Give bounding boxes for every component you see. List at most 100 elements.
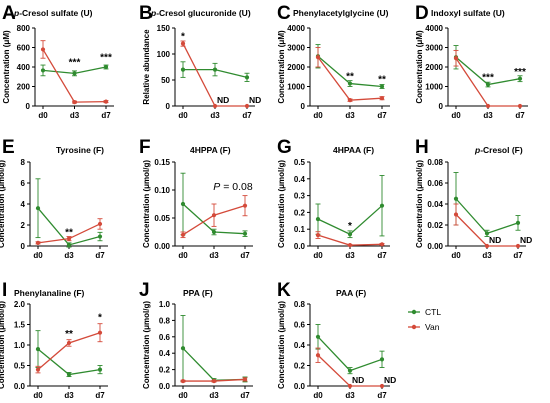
point-ctl-a: [103, 64, 109, 70]
y-tick-label-g: 0.0: [294, 242, 306, 251]
y-tick-label-k: 0.2: [294, 362, 306, 371]
y-tick-label-h: 0.08: [427, 158, 443, 167]
point-ctl-h: [484, 231, 490, 236]
y-axis-label-i: Concentration (μmol/g): [0, 301, 6, 389]
significance-i: *: [98, 312, 102, 323]
x-tick-label-j: d0: [178, 391, 188, 400]
y-tick-label-d: 3000: [425, 44, 443, 53]
point-ctl-g: [315, 217, 321, 222]
x-tick-label-b: d3: [210, 111, 220, 120]
x-tick-label-j: d3: [209, 391, 219, 400]
point-ctl-b: [212, 67, 218, 72]
series-line-ctl-h: [455, 198, 519, 235]
x-tick-label-i: d7: [95, 391, 105, 400]
y-tick-label-e: 6: [21, 179, 26, 188]
point-van-b: [180, 41, 186, 46]
y-tick-label-d: 4000: [425, 24, 443, 33]
y-tick-label-j: 0.0: [159, 382, 171, 391]
point-van-j: [180, 378, 186, 384]
panel-c: C Phenylacetylglycine (U) 0 1000 2000 3000 400…: [277, 3, 390, 120]
point-van-k: [347, 383, 353, 389]
point-van-f: [180, 232, 186, 237]
point-ctl-e: [97, 234, 103, 239]
point-ctl-e: [66, 242, 72, 248]
panel-j: J PPA (F) 0.0 0.2 0.4 0.6 0.8 1.0 d0 d3 d7 Concentr…: [139, 280, 253, 400]
y-tick-label-h: 0.02: [427, 221, 443, 230]
x-tick-label-i: d0: [33, 391, 43, 400]
y-axis-label-g: Concentration (μmol/g): [277, 160, 286, 248]
y-tick-label-f: 0.00: [154, 242, 170, 251]
panel-title-e: Tyrosine (F): [56, 145, 104, 155]
y-tick-label-e: 0: [21, 242, 26, 251]
y-tick-label-d: 1000: [425, 83, 443, 92]
significance-d: ***: [482, 73, 494, 84]
panel-title-part: -Cresol (F): [480, 145, 523, 155]
y-tick-label-c: 4000: [287, 24, 305, 33]
point-van-b: [244, 103, 250, 109]
point-van-f: [211, 213, 217, 218]
y-tick-label-a: 400: [17, 63, 31, 72]
x-tick-label-a: d0: [38, 111, 48, 120]
x-tick-label-h: d3: [482, 251, 492, 260]
panel-title-part: p: [150, 8, 156, 18]
panel-title-part: Phenylacetylglycine (U): [293, 8, 389, 18]
legend-label-van: Van: [425, 322, 440, 332]
panel-title-part: p: [13, 8, 19, 18]
significance-a: ***: [100, 53, 112, 64]
legend-marker-ctl: [411, 309, 417, 315]
point-ctl-g: [347, 232, 353, 237]
point-van-k: [315, 353, 321, 358]
y-axis-label-j: Concentration (μmol/g): [142, 301, 151, 389]
nd-label-h: ND: [520, 235, 532, 245]
x-tick-label-c: d0: [313, 111, 323, 120]
point-ctl-k: [347, 368, 353, 373]
y-tick-label-j: 0.8: [159, 316, 171, 325]
point-ctl-k: [315, 334, 321, 339]
panel-title-f: 4HPPA (F): [190, 145, 231, 155]
significance-a: ***: [69, 58, 81, 69]
point-ctl-h: [515, 220, 521, 225]
y-tick-label-i: 0.5: [14, 362, 26, 371]
y-tick-label-a: 200: [17, 83, 31, 92]
x-tick-label-i: d3: [64, 391, 74, 400]
y-tick-label-e: 8: [21, 158, 26, 167]
point-ctl-a: [72, 71, 77, 76]
panel-label-d: D: [415, 3, 429, 24]
x-tick-label-d: d0: [451, 111, 461, 120]
x-tick-label-h: d7: [513, 251, 523, 260]
point-ctl-d: [485, 82, 491, 87]
point-ctl-e: [35, 206, 41, 211]
x-tick-label-c: d7: [377, 111, 387, 120]
panel-title-part: Phenylanaline (F): [14, 288, 85, 298]
y-tick-label-c: 1000: [287, 83, 305, 92]
panel-label-i: I: [2, 280, 7, 301]
y-tick-label-h: 0.04: [427, 200, 443, 209]
series-line-ctl-k: [317, 336, 383, 372]
x-tick-label-c: d3: [345, 111, 355, 120]
y-tick-label-i: 0.0: [14, 382, 26, 391]
point-van-j: [211, 378, 217, 384]
panel-title-part: 4HPAA (F): [333, 145, 374, 155]
x-tick-label-k: d0: [313, 391, 323, 400]
panel-d: D Indoxyl sulfate (U) 0 1000 2000 3000 4000 d0 d…: [415, 3, 528, 120]
y-axis-label-c: Concentration (μM): [277, 30, 286, 104]
point-van-j: [242, 377, 248, 382]
significance-d: ***: [514, 67, 526, 78]
y-tick-label-g: 0.4: [294, 175, 306, 184]
y-tick-label-f: 0.10: [154, 186, 170, 195]
point-ctl-c: [379, 84, 385, 89]
point-van-b: [212, 103, 218, 109]
panel-label-g: G: [277, 137, 292, 158]
point-van-c: [379, 96, 385, 101]
x-tick-label-f: d0: [178, 251, 188, 260]
y-tick-label-c: 3000: [287, 44, 305, 53]
y-tick-label-b: 100: [157, 50, 171, 59]
y-tick-label-j: 1.0: [159, 300, 171, 309]
point-van-a: [72, 100, 77, 105]
point-ctl-c: [347, 81, 353, 86]
x-tick-label-g: d7: [377, 251, 387, 260]
y-tick-label-c: 0: [301, 102, 306, 111]
x-tick-label-e: d3: [64, 251, 74, 260]
point-van-a: [40, 47, 46, 52]
